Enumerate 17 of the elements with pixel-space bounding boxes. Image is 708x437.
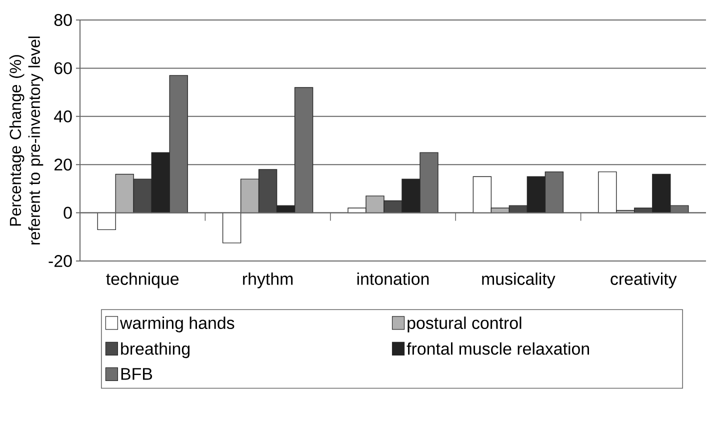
x-tick-label: rhythm (243, 272, 293, 288)
legend-label: postural control (408, 316, 522, 332)
x-tick-label: musicality (482, 272, 556, 288)
y-tick-label: 20 (54, 158, 72, 171)
y-tick-label: 60 (54, 62, 72, 74)
x-tick-label: creativity (610, 272, 677, 288)
x-tick-label: intonation (357, 272, 429, 285)
legend-label: BFB (121, 368, 152, 380)
legend-label: frontal muscle relaxation (406, 342, 589, 355)
y-axis-title: Percentage Change (%) referent to pre-inventory level (9, 36, 44, 244)
y-tick-label: 0 (64, 206, 72, 219)
legend-label: warming hands (120, 316, 234, 332)
y-tick-label: -20 (48, 255, 72, 267)
x-tick-label: technique (106, 272, 179, 288)
y-tick-label: 40 (54, 110, 72, 122)
y-tick-label: 80 (54, 14, 72, 26)
legend-label: breathing (121, 342, 190, 358)
